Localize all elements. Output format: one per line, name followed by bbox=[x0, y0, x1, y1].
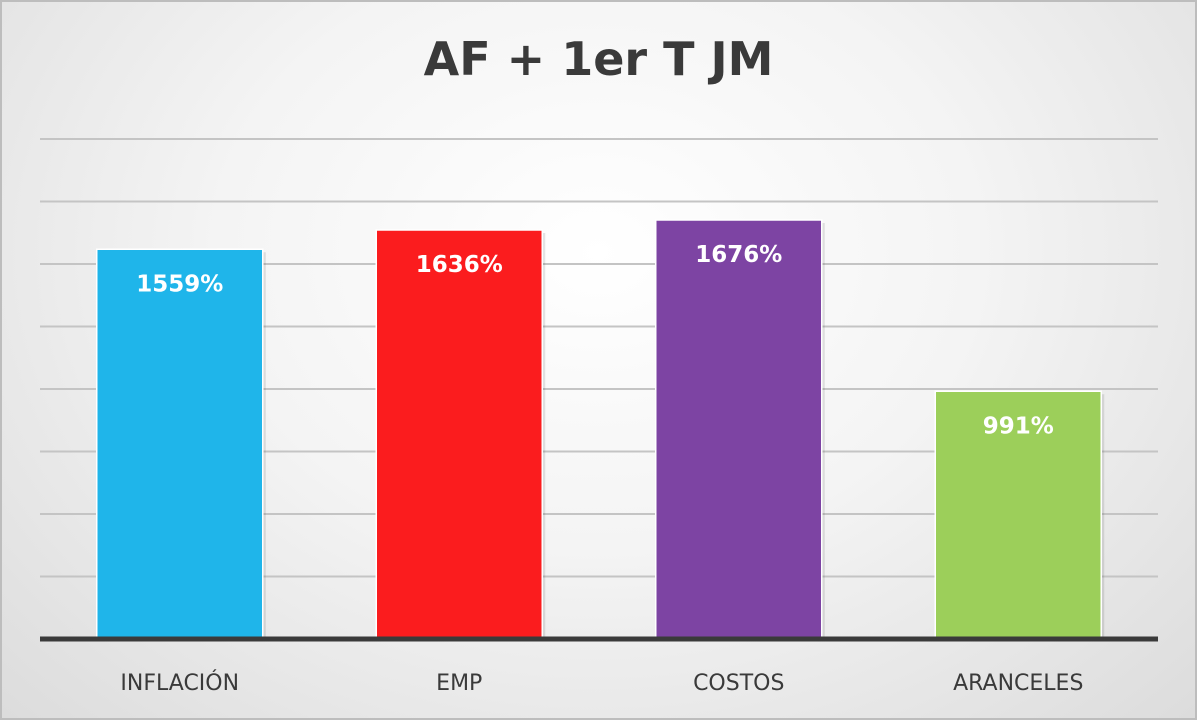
data-label: 991% bbox=[983, 413, 1054, 439]
category-label: INFLACIÓN bbox=[120, 670, 239, 696]
category-label: COSTOS bbox=[693, 671, 784, 696]
data-label: 1559% bbox=[136, 271, 223, 297]
bar-emp bbox=[375, 229, 543, 640]
bar-costos bbox=[655, 219, 823, 640]
data-label: 1676% bbox=[695, 242, 782, 268]
data-label: 1636% bbox=[416, 252, 503, 278]
bar-aranceles bbox=[934, 390, 1102, 640]
bar-inflaci-n bbox=[96, 248, 264, 640]
category-label: EMP bbox=[436, 671, 482, 696]
category-label: ARANCELES bbox=[953, 671, 1083, 696]
chart-title: AF + 1er T JM bbox=[423, 32, 774, 86]
